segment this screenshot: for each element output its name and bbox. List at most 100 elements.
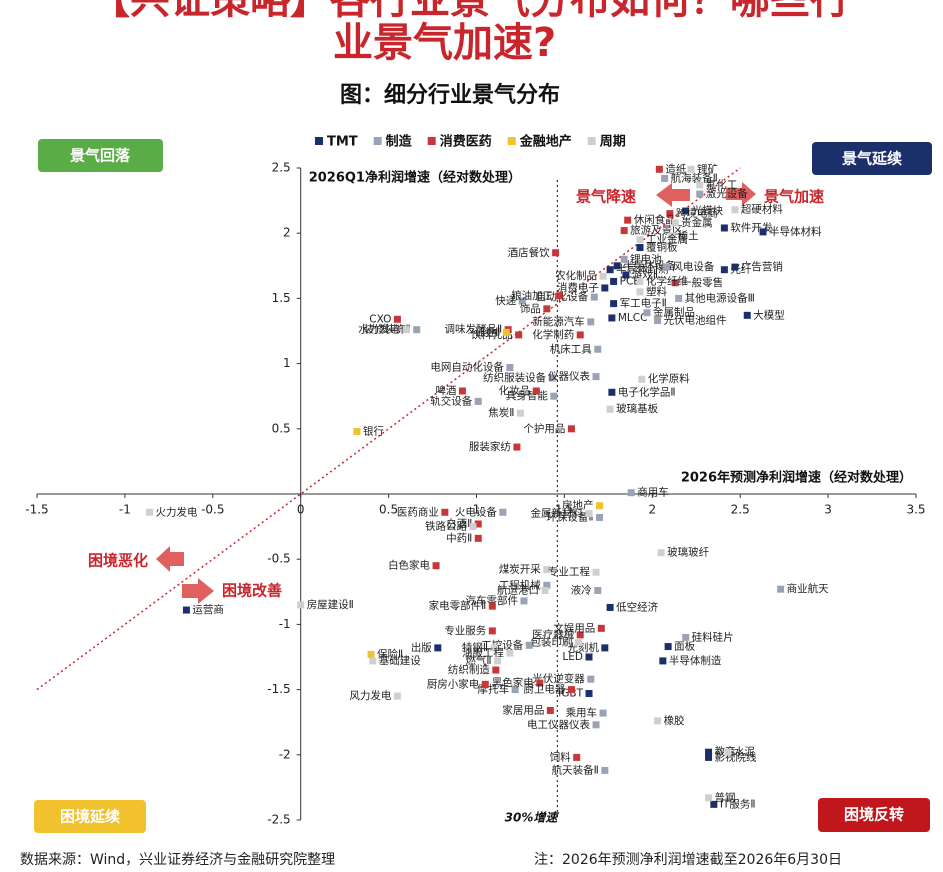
data-point [594,586,602,594]
point-label: 商业航天 [787,582,829,595]
point-label: 纺织服装设备 [483,371,546,384]
point-label: 饰品 [520,302,541,315]
point-label: 商用车 [637,486,669,499]
data-point [541,586,549,594]
source-note: 数据来源：Wind，兴业证券经济与金融研究院整理 [20,852,335,868]
data-point [592,721,600,729]
legend-label: 周期 [600,135,626,150]
data-point [601,284,609,292]
point-label: 文娱用品 [553,621,595,634]
point-label: 环保设备Ⅱ [546,510,593,523]
y-tick-label: 2 [283,226,291,240]
data-point [606,603,614,611]
point-label: 装修装饰Ⅱ [364,323,411,336]
data-point [550,392,558,400]
data-point [682,633,690,641]
y-tick-label: 1 [283,356,291,370]
data-point [543,305,551,313]
point-label: 锂电池 [630,252,662,265]
point-label: 医疗器械 [532,628,574,641]
data-point [599,709,607,717]
quadrant-label: 困境延续 [60,808,120,826]
data-point [731,206,739,214]
point-label: 出版 [411,641,432,654]
point-label: 消费电子 [557,281,599,294]
legend-swatch [315,137,323,145]
data-point [597,624,605,632]
data-point [474,520,482,528]
y-axis-title: 2026Q1净利润增速（经对数处理） [309,170,521,186]
data-point [353,427,361,435]
point-label: 半导体制造 [669,654,722,667]
data-point [518,297,526,305]
data-point [492,666,500,674]
point-label: 新能源汽车 [532,315,585,328]
chart-subtitle: 图：细分行业景气分布 [340,82,560,108]
arrow-left [156,546,184,572]
point-label: 中药Ⅱ [446,531,472,544]
point-label: 房地产 [562,499,594,512]
point-label: 玻璃基板 [616,402,658,415]
data-point [705,753,713,761]
point-label: 一般零售 [681,276,723,289]
annotation: 困境改善 [222,582,282,600]
point-label: 证券Ⅱ [474,325,500,338]
point-label: 仪器仪表 [548,370,590,383]
reference-line-label: 30%增速 [505,811,560,825]
point-label: 白酒Ⅱ [446,517,472,530]
data-point [705,748,713,756]
legend-swatch [373,137,382,145]
point-label: LED [562,651,583,663]
x-tick-label: 1 [473,503,481,517]
data-point [543,566,551,574]
data-point [552,249,560,257]
legend-label: TMT [327,135,358,150]
point-label: 房屋建设Ⅱ [307,598,354,611]
point-label: 农化制品 [555,269,597,282]
point-label: 焦炭Ⅱ [488,406,514,419]
data-point [724,748,732,756]
data-point [601,766,609,774]
data-point [610,277,618,285]
data-point [675,294,683,302]
point-label: 氟化工 [706,178,738,191]
point-label: 半导体材料 [769,225,822,238]
data-point [696,190,704,198]
data-point [520,597,528,605]
y-tick-label: 2.5 [272,161,291,175]
data-point [636,236,644,244]
y-tick-label: 0.5 [272,421,291,435]
point-label: 风电设备 [672,260,714,273]
data-point [546,706,554,714]
point-label: 个护用品 [523,422,565,435]
data-point [592,373,600,381]
point-label: 覆铜板 [646,241,678,254]
point-label: 汽车零部件 [465,594,518,607]
point-label: 电网自动化设备 [430,361,504,374]
point-label: 银行 [363,424,384,437]
data-point [662,263,670,271]
point-label: 橡胶 [664,714,685,727]
point-label: 饲料 [550,750,571,763]
data-point [488,602,496,610]
point-label: 包装印刷 [530,636,572,649]
data-point [576,631,584,639]
data-point [594,345,602,353]
data-point [606,405,614,413]
quadrant-box [34,800,146,833]
data-point [590,293,598,301]
point-label: 电子化学品Ⅱ [618,385,676,398]
point-label: 金属新材料 [531,507,584,520]
point-label: 厨卫电器 [523,683,565,696]
x-tick-label: 2 [648,503,656,517]
point-label: 跨境电商 [676,207,718,220]
x-tick-label: -0.5 [201,503,224,517]
data-point [664,643,672,651]
point-label: MLCC [618,312,648,324]
point-label: 航天装备Ⅱ [552,763,599,776]
point-label: 风力发电 [349,689,391,702]
data-point [654,717,662,725]
arrow-right [726,182,756,206]
point-label: 煤炭开采 [499,563,541,576]
data-point [413,326,421,334]
